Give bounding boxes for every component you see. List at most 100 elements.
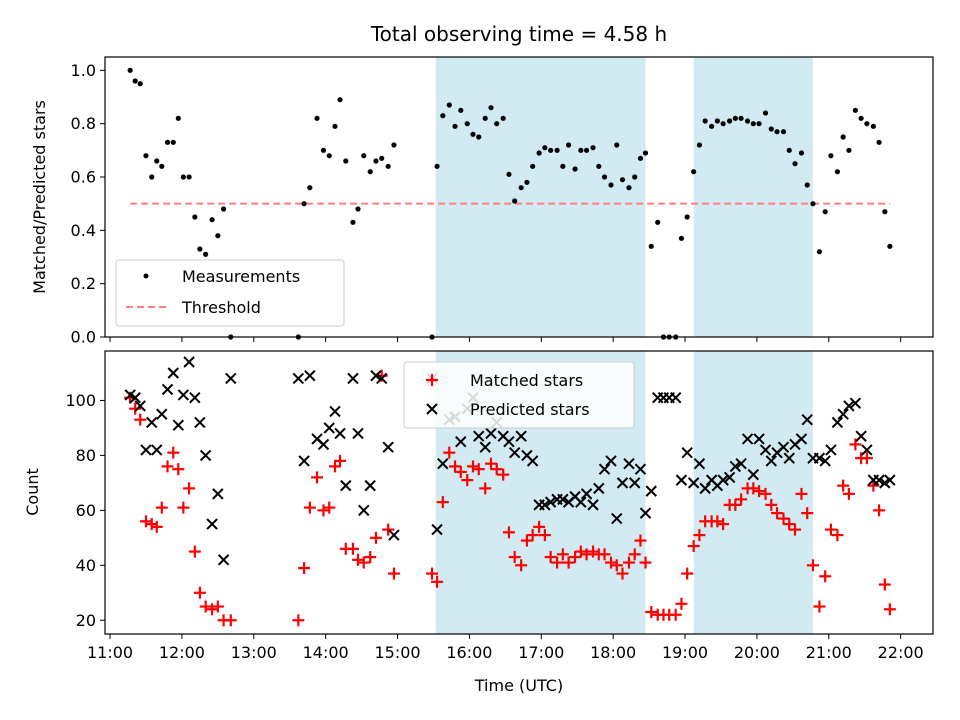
measurement-point: [137, 81, 143, 87]
top-x-ticks: [109, 337, 902, 342]
matched-star-point: [789, 523, 801, 536]
matched-star-point: [490, 463, 503, 476]
legend-predicted-label: Predicted stars: [470, 400, 590, 419]
measurement-point: [834, 169, 841, 175]
measurement-point: [648, 243, 654, 249]
legend-predicted-marker: [426, 403, 438, 415]
matched-star-point: [562, 556, 575, 569]
matched-star-point: [317, 504, 330, 517]
predicted-star-point: [795, 433, 808, 445]
matched-star-point: [346, 542, 359, 555]
predicted-star-point: [334, 427, 346, 440]
predicted-star-point: [388, 529, 400, 541]
bottom-y-ticks: 20 40 60 80 100: [65, 391, 105, 630]
predicted-star-point: [455, 435, 467, 448]
measurement-point: [132, 78, 138, 84]
measurement-point: [548, 147, 554, 153]
y-tick-label: 0.8: [71, 114, 96, 133]
top-shaded-regions: [435, 57, 813, 337]
predicted-stars-points: [124, 356, 896, 566]
predicted-star-point: [146, 416, 158, 429]
matched-star-point: [461, 474, 474, 487]
measurement-point: [385, 163, 391, 169]
predicted-star-point: [217, 554, 230, 566]
predicted-star-point: [801, 413, 813, 426]
measurement-point: [858, 115, 864, 121]
predicted-star-point: [735, 457, 747, 470]
predicted-star-point: [539, 499, 551, 511]
x-axis-label: Time (UTC): [474, 676, 563, 695]
measurement-point: [619, 177, 626, 183]
measurement-point: [170, 139, 176, 145]
predicted-star-point: [347, 372, 359, 385]
measurement-point: [476, 134, 482, 140]
predicted-star-point: [156, 408, 168, 420]
predicted-star-point: [575, 496, 587, 508]
matched-star-point: [515, 559, 528, 572]
measurement-point: [307, 185, 313, 191]
predicted-star-point: [629, 477, 641, 489]
matched-star-point: [634, 534, 647, 547]
matched-star-point: [878, 578, 891, 591]
legend-matched-marker: [426, 374, 438, 386]
measurement-point: [209, 217, 215, 223]
matched-star-point: [587, 545, 600, 558]
y-tick-label: 40: [76, 556, 96, 575]
predicted-star-point: [729, 460, 742, 473]
measurement-point: [726, 118, 733, 124]
matched-star-point: [628, 548, 641, 561]
predicted-star-point: [593, 482, 605, 495]
predicted-star-point: [855, 430, 867, 442]
predicted-star-point: [723, 471, 736, 484]
matched-star-point: [526, 529, 539, 542]
matched-star-point: [795, 487, 808, 500]
matched-star-point: [729, 498, 742, 511]
measurement-point: [180, 174, 186, 180]
matched-star-point: [382, 523, 395, 536]
measurement-point: [175, 115, 181, 121]
predicted-star-point: [212, 488, 224, 500]
x-tick-label: 13:00: [231, 643, 277, 662]
measurement-point: [355, 206, 361, 212]
measurement-point: [565, 142, 572, 148]
measurement-point: [732, 115, 738, 121]
measurement-point: [786, 147, 792, 153]
measurement-point: [458, 107, 464, 113]
chart-title: Total observing time = 4.58 h: [370, 22, 667, 46]
measurement-point: [572, 166, 578, 172]
matched-star-point: [801, 507, 814, 520]
matched-star-point: [873, 504, 886, 517]
matched-star-point: [824, 523, 837, 536]
x-tick-label: 17:00: [518, 643, 564, 662]
measurement-point: [608, 182, 614, 188]
matched-star-point: [605, 556, 617, 569]
measurement-point: [792, 161, 798, 167]
measurement-point: [127, 67, 133, 73]
matched-star-point: [569, 551, 582, 564]
matched-star-point: [544, 551, 557, 564]
x-tick-label: 20:00: [734, 643, 780, 662]
measurement-point: [762, 110, 769, 116]
predicted-star-point: [376, 372, 388, 385]
predicted-star-point: [681, 446, 693, 459]
measurement-point: [518, 185, 524, 191]
predicted-star-point: [151, 444, 163, 456]
predicted-star-point: [634, 463, 647, 475]
y-tick-label: 0.6: [71, 168, 96, 187]
matched-star-point: [364, 551, 377, 564]
matched-star-point: [842, 487, 855, 500]
matched-star-point: [735, 493, 748, 506]
measurement-point: [164, 139, 171, 145]
predicted-star-point: [370, 370, 382, 382]
measurement-point: [215, 233, 221, 239]
predicted-star-point: [611, 512, 623, 525]
legend-threshold-label: Threshold: [181, 298, 261, 317]
predicted-star-point: [825, 444, 837, 456]
predicted-star-point: [884, 474, 896, 486]
matched-star-point: [687, 540, 700, 553]
matched-star-point: [556, 548, 569, 561]
y-tick-label: 0.0: [71, 328, 96, 347]
measurement-point: [391, 142, 397, 148]
x-tick-label: 21:00: [806, 643, 852, 662]
bottom-legend-box: [403, 361, 635, 429]
